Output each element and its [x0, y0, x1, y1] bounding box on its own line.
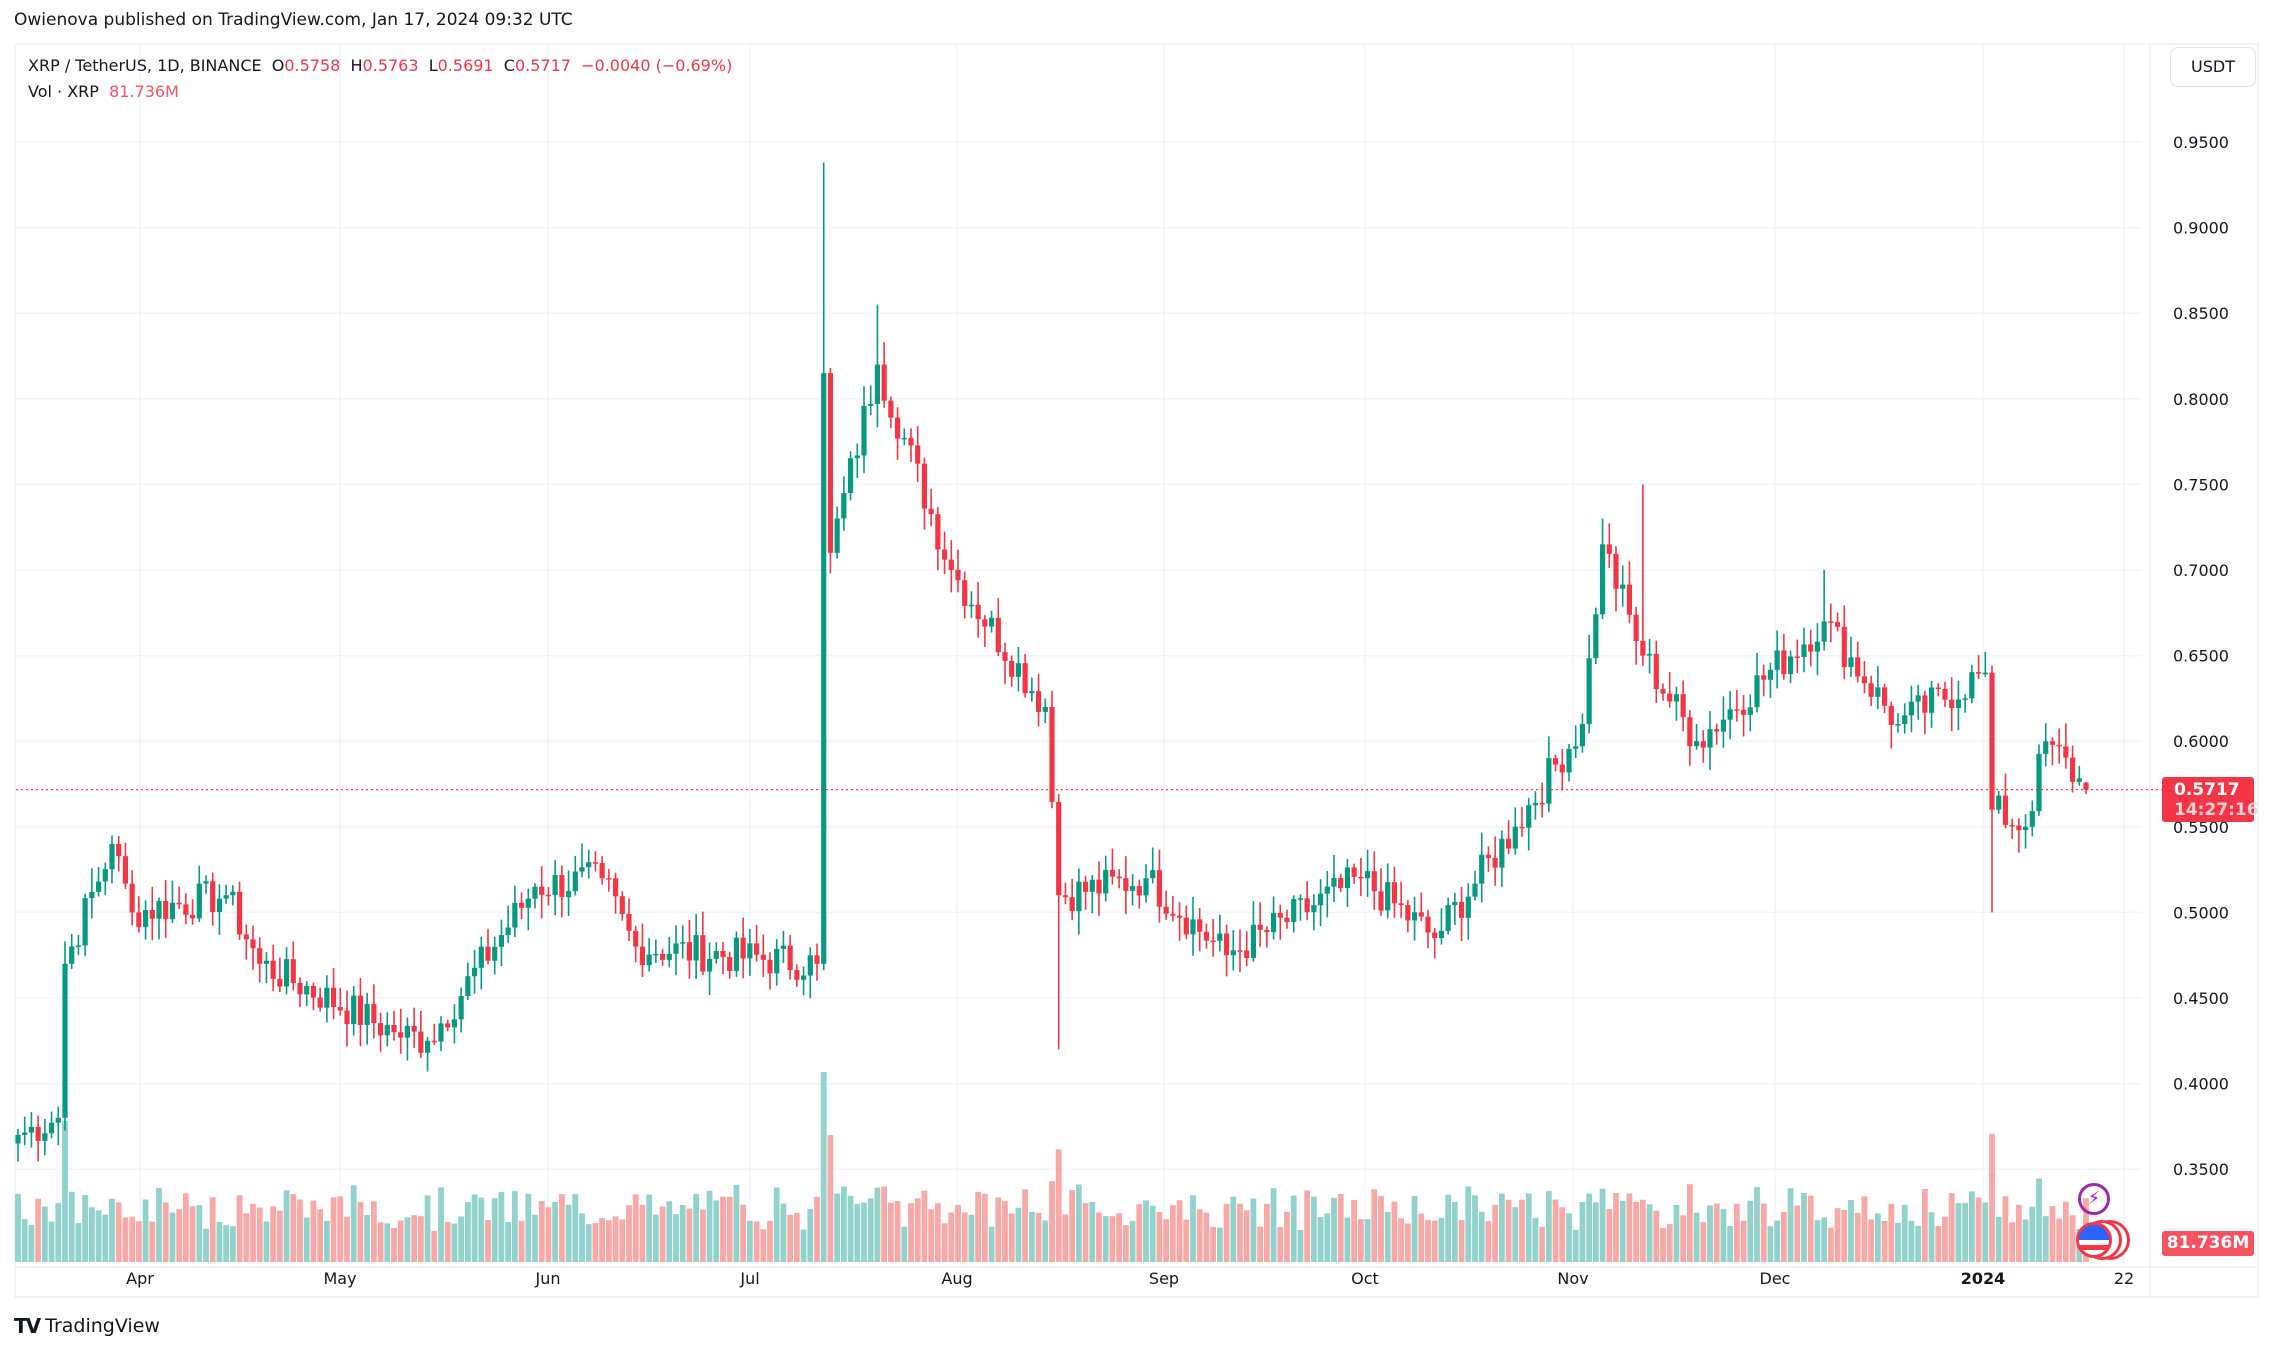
price-tick-label: 0.9500 — [2173, 133, 2229, 152]
chart-frame — [14, 43, 2259, 1298]
time-tick-label: 2024 — [1961, 1269, 2006, 1288]
time-tick-label: May — [323, 1269, 356, 1288]
tradingview-logo[interactable]: TV TradingView — [14, 1314, 160, 1338]
price-tick-label: 0.9000 — [2173, 219, 2229, 238]
time-tick-label: Aug — [941, 1269, 972, 1288]
price-tick-label: 0.8500 — [2173, 304, 2229, 323]
last-price-tag: 0.5717 14:27:16 — [2162, 777, 2259, 822]
currency-button[interactable]: USDT — [2170, 47, 2256, 87]
tradingview-mark-icon: TV — [14, 1314, 41, 1338]
price-tick-label: 0.7000 — [2173, 561, 2229, 580]
chart-legend: XRP / TetherUS, 1D, BINANCE O0.5758 H0.5… — [28, 53, 732, 105]
volume-bars — [15, 1072, 2089, 1262]
bar-countdown: 14:27:16 — [2174, 800, 2259, 820]
close-value: 0.5717 — [514, 56, 571, 75]
ohlc-legend: XRP / TetherUS, 1D, BINANCE O0.5758 H0.5… — [28, 56, 733, 75]
price-tick-label: 0.4500 — [2173, 989, 2229, 1008]
lightning-event-icon[interactable]: ⚡ — [2078, 1183, 2110, 1215]
candles — [15, 162, 2089, 1162]
low-value: 0.5691 — [437, 56, 494, 75]
volume-label[interactable]: Vol · XRP — [28, 82, 99, 101]
price-tick-label: 0.5000 — [2173, 903, 2229, 922]
price-tick-label: 0.5500 — [2173, 818, 2229, 837]
time-tick-label: Jun — [535, 1269, 561, 1288]
price-tick-label: 0.6000 — [2173, 732, 2229, 751]
time-tick-label: Sep — [1149, 1269, 1179, 1288]
volume-value: 81.736M — [109, 82, 179, 101]
us-flag-events-icon[interactable] — [2076, 1222, 2112, 1258]
high-value: 0.5763 — [362, 56, 419, 75]
symbol-title[interactable]: XRP / TetherUS, 1D, BINANCE — [28, 56, 262, 75]
time-tick-label: Jul — [739, 1269, 759, 1288]
time-tick-label: Oct — [1351, 1269, 1379, 1288]
volume-legend: Vol · XRP 81.736M — [28, 79, 732, 105]
price-tick-label: 0.7500 — [2173, 475, 2229, 494]
time-tick-label: Apr — [126, 1269, 154, 1288]
price-tick-label: 0.4000 — [2173, 1075, 2229, 1094]
change-value: −0.0040 (−0.69%) — [581, 56, 733, 75]
price-tick-label: 0.3500 — [2173, 1160, 2229, 1179]
last-price: 0.5717 — [2174, 780, 2240, 800]
time-tick-label: Nov — [1557, 1269, 1588, 1288]
published-caption: Owienova published on TradingView.com, J… — [14, 10, 573, 30]
time-tick-label: Dec — [1760, 1269, 1791, 1288]
time-tick-label: 22 — [2114, 1269, 2134, 1288]
open-value: 0.5758 — [284, 56, 341, 75]
price-tick-label: 0.8000 — [2173, 390, 2229, 409]
volume-tag: 81.736M — [2162, 1231, 2254, 1256]
price-tick-label: 0.6500 — [2173, 647, 2229, 666]
tradingview-logo-text: TradingView — [45, 1315, 160, 1337]
